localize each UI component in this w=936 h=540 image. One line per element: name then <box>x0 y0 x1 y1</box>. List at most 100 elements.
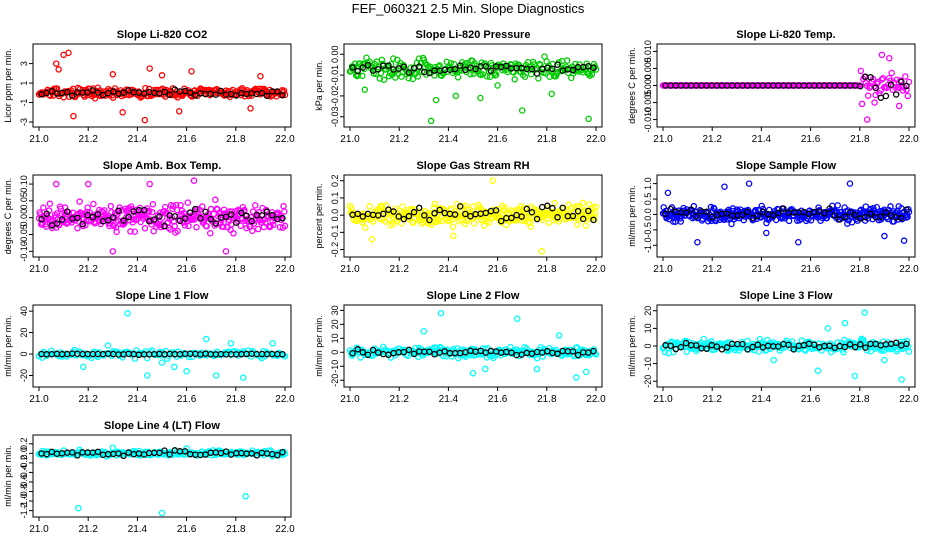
reference-point <box>862 344 869 351</box>
x-tick-label: 21.4 <box>439 264 459 275</box>
y-tick-label: -1.2 <box>19 503 29 519</box>
panel-box: Slope Amb. Box Temp. 21.0 21.2 21.4 21.6 21.8… <box>3 160 295 275</box>
y-tick-label: 0.2 <box>330 174 340 187</box>
y-tick-label: -0.5 <box>643 222 653 238</box>
data-point <box>148 208 156 216</box>
reference-point <box>841 343 849 351</box>
data-point <box>220 223 227 231</box>
y-tick-label: 0 <box>330 350 340 355</box>
y-tick-label: -0.8 <box>19 484 29 500</box>
y-tick-label: 0.000 <box>643 74 653 97</box>
x-tick-label: 21.0 <box>653 264 673 275</box>
panel-title: Slope Amb. Box Temp. <box>103 160 222 172</box>
y-tick-label: -20 <box>643 375 653 388</box>
reference-point <box>263 208 271 215</box>
reference-point <box>279 214 286 222</box>
data-point <box>446 217 453 224</box>
reference-point <box>693 342 700 349</box>
x-tick-label: 21.8 <box>226 134 246 145</box>
data-point <box>785 217 793 225</box>
data-point <box>414 73 422 80</box>
plot-frame <box>656 174 916 258</box>
reference-point <box>898 78 905 86</box>
data-point <box>858 100 866 108</box>
data-point <box>862 203 870 210</box>
reference-point <box>846 209 854 216</box>
y-tick-label: -0.01 <box>330 65 340 86</box>
outlier-point <box>721 183 728 190</box>
plot-frame <box>32 434 292 518</box>
outlier-point <box>227 340 235 347</box>
data-point <box>862 79 869 86</box>
reference-point <box>456 62 464 69</box>
data-point <box>90 200 97 208</box>
reference-point <box>125 213 132 221</box>
data-point <box>127 203 135 210</box>
data-point <box>579 199 587 207</box>
reference-point <box>69 92 76 99</box>
outlier-point <box>900 237 908 244</box>
outlier-point <box>222 248 230 255</box>
panel-title: Slope Li-820 Temp. <box>736 29 835 41</box>
panel-title: Slope Line 1 Flow <box>116 290 209 302</box>
plot-frame <box>32 304 292 388</box>
data-point <box>435 216 442 224</box>
reference-point <box>497 217 505 225</box>
x-tick-label: 21.8 <box>537 394 557 405</box>
reference-point <box>574 351 582 359</box>
x-tick-label: 21.8 <box>850 264 870 275</box>
data-point <box>131 228 139 235</box>
data-point <box>207 229 214 237</box>
data-point <box>359 72 366 80</box>
reference-point <box>867 74 874 81</box>
reference-point <box>248 217 255 225</box>
outlier-point <box>124 310 131 317</box>
y-tick-label: 0.005 <box>643 57 653 80</box>
y-tick-label: 20 <box>330 319 340 329</box>
outlier-point <box>104 342 112 349</box>
reference-point <box>258 212 266 219</box>
data-point <box>83 208 91 216</box>
data-point <box>902 73 909 80</box>
x-tick-label: 21.2 <box>702 134 722 145</box>
reference-point <box>63 88 71 96</box>
reference-point <box>279 350 286 358</box>
y-tick-label: 0.0 <box>330 209 340 222</box>
reference-point <box>156 449 163 457</box>
outlier-point <box>84 180 92 188</box>
outlier-point <box>538 248 546 255</box>
x-tick-label: 21.6 <box>177 264 197 275</box>
reference-point <box>369 346 377 354</box>
reference-point <box>364 61 372 69</box>
reference-point <box>682 209 690 216</box>
reference-point <box>892 91 900 98</box>
reference-point <box>872 84 879 92</box>
outlier-point <box>52 180 60 188</box>
data-point <box>361 224 369 231</box>
reference-point <box>253 452 261 459</box>
reference-point <box>222 448 230 455</box>
x-tick-label: 21.2 <box>389 264 409 275</box>
data-point <box>527 223 534 230</box>
outlier-point <box>477 94 484 102</box>
x-tick-label: 21.0 <box>653 134 673 145</box>
reference-point <box>533 215 541 223</box>
outlier-point <box>427 117 435 125</box>
reference-point <box>171 213 179 220</box>
outlier-point <box>52 60 60 67</box>
reference-point <box>115 207 122 214</box>
data-point <box>251 202 259 209</box>
y-axis-label: degrees C per min. <box>627 47 637 124</box>
reference-point <box>703 208 710 215</box>
panel-title: Slope Line 4 (LT) Flow <box>104 420 220 432</box>
plot-frame <box>343 43 603 128</box>
reference-point <box>58 216 66 223</box>
panel-title: Slope Li-820 Pressure <box>416 29 531 41</box>
y-tick-label: -0.10 <box>19 241 29 262</box>
reference-point <box>739 211 746 219</box>
data-point <box>141 225 149 232</box>
reference-point <box>405 212 413 220</box>
reference-point <box>268 211 276 219</box>
reference-point <box>176 217 184 225</box>
data-point <box>127 228 134 235</box>
